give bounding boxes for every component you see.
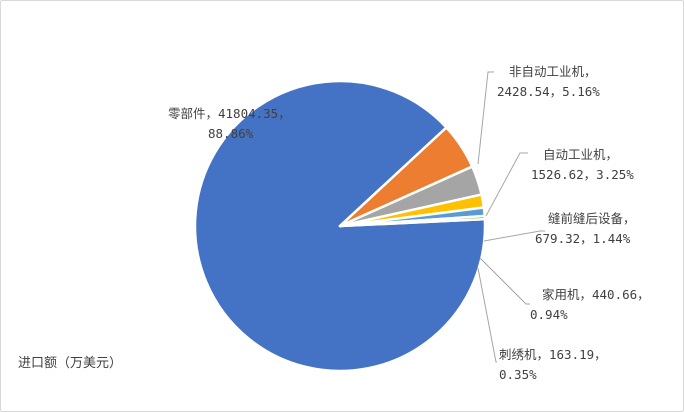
- leader-lines: [477, 71, 545, 363]
- leader-line-3: [485, 152, 528, 217]
- leader-line-4: [483, 230, 545, 242]
- data-label-6: 刺绣机，163.19， 0.35%: [499, 347, 607, 382]
- value-unit-label: 进口额（万美元）: [18, 356, 123, 371]
- data-label-4: 缝前缝后设备， 679.32，1.44%: [535, 211, 636, 246]
- data-label-5: 家用机，440.66， 0.94%: [530, 287, 650, 322]
- pie-slices: [193, 79, 487, 373]
- data-label-1: 零部件，41804.35， 88.86%: [168, 106, 291, 141]
- pie-slice-6: [338, 214, 487, 228]
- leader-line-2: [477, 71, 494, 165]
- data-label-2: 非自动工业机， 2428.54，5.16%: [497, 64, 600, 99]
- leader-line-5: [479, 257, 530, 305]
- data-labels: 零部件，41804.35， 88.86% 非自动工业机， 2428.54，5.16% 自…: [168, 64, 650, 382]
- data-label-3: 自动工业机， 1526.62，3.25%: [531, 147, 634, 182]
- leader-line-6: [477, 267, 497, 363]
